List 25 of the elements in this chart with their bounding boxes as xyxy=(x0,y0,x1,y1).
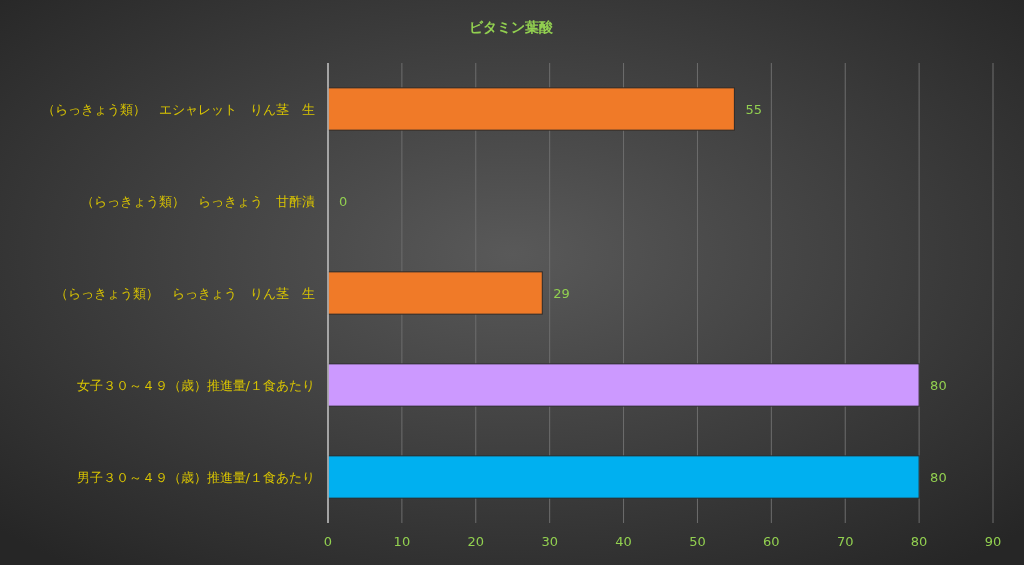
data-label: 0 xyxy=(339,194,348,209)
bar xyxy=(327,455,920,499)
x-tick-label: 40 xyxy=(615,534,632,549)
data-label: 55 xyxy=(745,102,762,117)
chart-title: ビタミン葉酸 xyxy=(468,19,554,35)
bar xyxy=(327,363,920,407)
y-tick-label: 男子３０～４９（歳）推進量/１食あたり xyxy=(76,470,315,485)
bar xyxy=(327,87,735,131)
y-tick-label: （らっきょう類） らっきょう りん茎 生 xyxy=(55,286,315,301)
x-tick-label: 50 xyxy=(689,534,706,549)
x-tick-label: 10 xyxy=(393,534,411,549)
x-tick-label: 70 xyxy=(836,534,854,549)
data-label: 29 xyxy=(553,286,570,301)
y-tick-label: （らっきょう類） らっきょう 甘酢漬 xyxy=(81,194,315,209)
x-tick-label: 90 xyxy=(984,534,1002,549)
x-tick-label: 20 xyxy=(467,534,485,549)
data-label: 80 xyxy=(930,378,947,393)
x-tick-label: 60 xyxy=(763,534,780,549)
bar xyxy=(327,271,543,315)
y-tick-label: 女子３０～４９（歳）推進量/１食あたり xyxy=(76,378,315,393)
x-tick-label: 80 xyxy=(910,534,928,549)
x-tick-label: 0 xyxy=(323,534,333,549)
x-tick-label: 30 xyxy=(541,534,558,549)
y-tick-label: （らっきょう類） エシャレット りん茎 生 xyxy=(42,102,315,117)
data-label: 80 xyxy=(930,470,947,485)
